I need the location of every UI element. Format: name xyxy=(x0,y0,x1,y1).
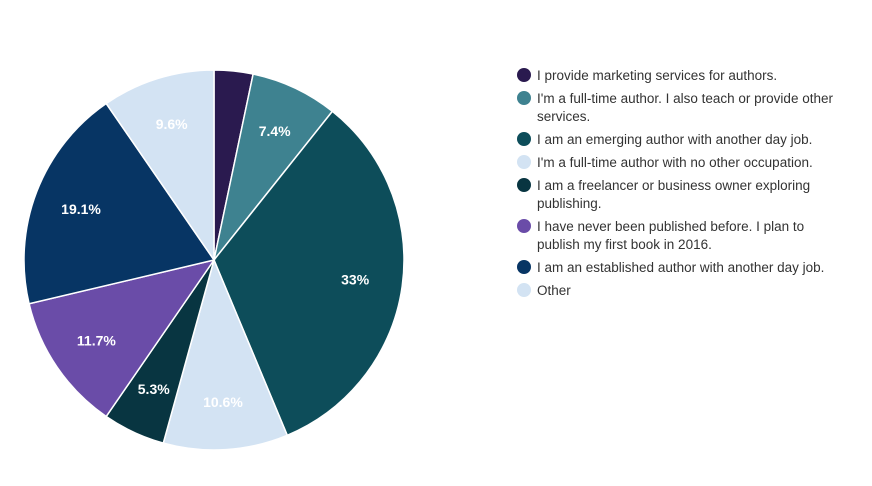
legend-item-5: I am a freelancer or business owner expl… xyxy=(517,177,857,213)
legend-swatch-icon xyxy=(517,260,531,274)
legend-swatch-icon xyxy=(517,91,531,105)
legend-item-3: I am an emerging author with another day… xyxy=(517,131,857,149)
legend-swatch-icon xyxy=(517,68,531,82)
pie-slice-label-6: 11.7% xyxy=(77,332,116,348)
legend-label: I have never been published before. I pl… xyxy=(537,219,805,252)
pie-slice-label-2: 7.4% xyxy=(259,123,291,139)
legend-label: I'm a full-time author. I also teach or … xyxy=(537,91,833,124)
legend-label: I am a freelancer or business owner expl… xyxy=(537,178,811,211)
pie-slice-label-8: 9.6% xyxy=(156,116,188,132)
pie-slice-4 xyxy=(162,257,289,451)
legend-label: I am an emerging author with another day… xyxy=(537,132,813,147)
legend-item-6: I have never been published before. I pl… xyxy=(517,218,857,254)
legend-label: I provide marketing services for authors… xyxy=(537,68,778,83)
pie-svg: 7.4% 33% 10.6% 5.3% 11.7% 19.1% 9.6% xyxy=(23,69,405,451)
legend-swatch-icon xyxy=(517,132,531,146)
legend-item-7: I am an established author with another … xyxy=(517,259,857,277)
pie-slice-label-4: 10.6% xyxy=(203,394,243,410)
pie-slice-8 xyxy=(105,69,215,263)
legend-label: I am an established author with another … xyxy=(537,260,825,275)
legend-item-8: Other xyxy=(517,282,857,300)
pie-slice-6 xyxy=(28,258,216,418)
legend-label: I'm a full-time author with no other occ… xyxy=(537,155,813,170)
legend: I provide marketing services for authors… xyxy=(517,67,857,305)
legend-item-4: I'm a full-time author with no other occ… xyxy=(517,154,857,172)
pie-slice-7 xyxy=(23,102,216,305)
pie-slice-label-5: 5.3% xyxy=(138,381,170,397)
legend-swatch-icon xyxy=(517,283,531,297)
pie-slice-label-7: 19.1% xyxy=(61,201,101,217)
legend-swatch-icon xyxy=(517,178,531,192)
pie-labels: 7.4% 33% 10.6% 5.3% 11.7% 19.1% 9.6% xyxy=(61,116,370,410)
legend-swatch-icon xyxy=(517,155,531,169)
legend-label: Other xyxy=(537,283,571,298)
legend-item-1: I provide marketing services for authors… xyxy=(517,67,857,85)
legend-item-2: I'm a full-time author. I also teach or … xyxy=(517,90,857,126)
legend-swatch-icon xyxy=(517,219,531,233)
pie-slices xyxy=(23,69,405,451)
pie-slice-label-3: 33% xyxy=(341,272,370,288)
pie-slice-3 xyxy=(213,110,405,437)
